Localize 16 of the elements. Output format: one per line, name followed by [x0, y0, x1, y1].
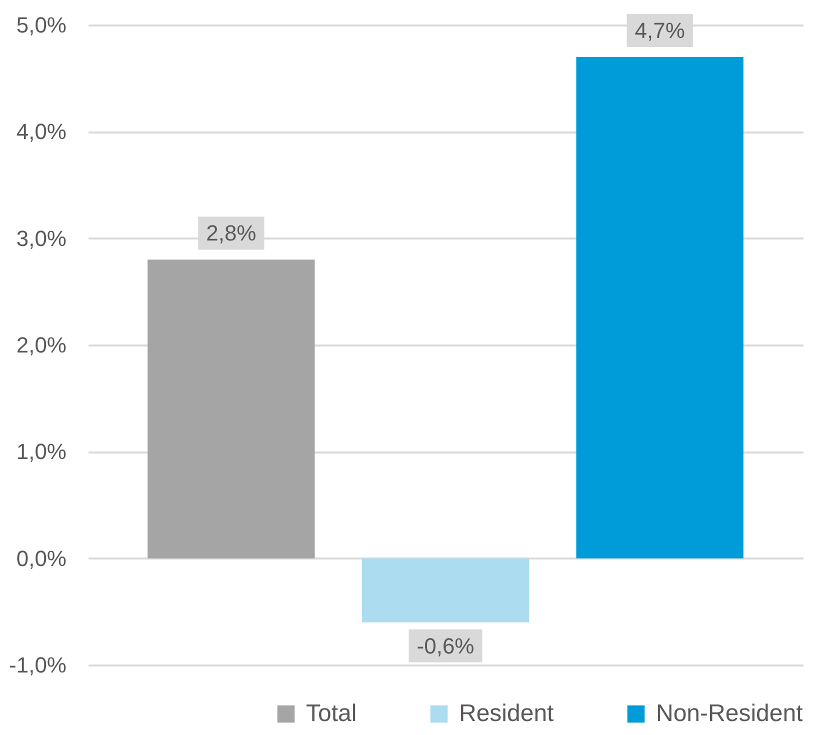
data-label: 2,8% [206, 220, 256, 246]
y-tick-label: 5,0% [16, 12, 66, 38]
y-tick-label: 4,0% [16, 119, 66, 144]
y-tick-label: 1,0% [16, 439, 66, 464]
bar [148, 260, 315, 558]
y-tick-label: -1,0% [9, 652, 66, 678]
y-tick-label: 0,0% [16, 546, 66, 571]
data-label: 4,7% [634, 18, 685, 43]
bar [576, 57, 744, 558]
legend-label: Non-Resident [656, 700, 804, 727]
y-tick-label: 2,0% [16, 332, 66, 358]
legend-label: Total [306, 700, 357, 727]
y-tick-label: 3,0% [16, 226, 66, 251]
legend-label: Resident [459, 700, 554, 727]
data-label: -0,6% [416, 633, 474, 658]
bar [362, 558, 530, 622]
